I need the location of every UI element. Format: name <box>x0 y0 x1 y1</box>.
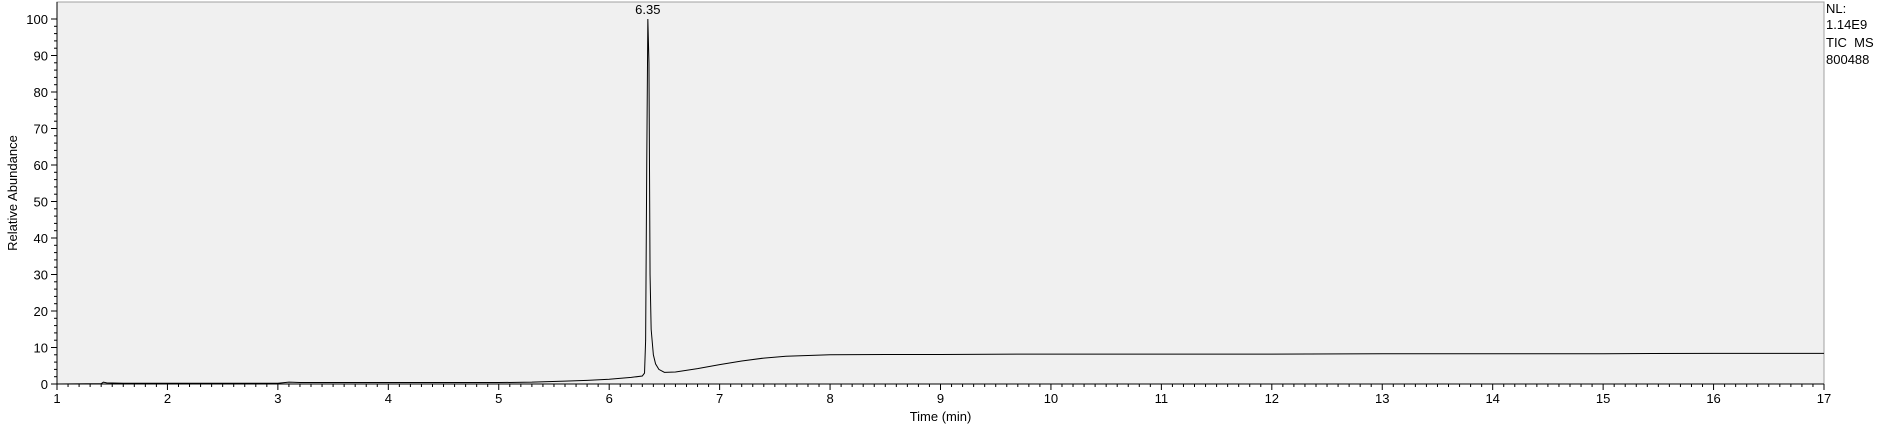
y-tick-label: 10 <box>34 341 48 356</box>
y-tick-label: 20 <box>34 304 48 319</box>
y-tick-label: 100 <box>26 12 48 27</box>
x-tick-label: 17 <box>1817 391 1831 406</box>
x-tick-label: 6 <box>606 391 613 406</box>
sample-id: 800488 <box>1826 52 1869 67</box>
x-tick-label: 3 <box>274 391 281 406</box>
peak-label: 6.35 <box>635 2 660 17</box>
y-axis-ticks: 0 10 20 30 40 50 60 70 80 90 100 <box>26 12 57 392</box>
x-tick-label: 12 <box>1265 391 1279 406</box>
nl-value: 1.14E9 <box>1826 17 1867 32</box>
y-tick-label: 80 <box>34 85 48 100</box>
info-block: NL: 1.14E9 TIC MS 800488 <box>1826 1 1874 67</box>
x-tick-label: 2 <box>164 391 171 406</box>
y-tick-label: 30 <box>34 268 48 283</box>
plot-area <box>56 1 1825 385</box>
y-axis-title: Relative Abundance <box>5 135 20 251</box>
y-tick-label: 50 <box>34 195 48 210</box>
trace-type: TIC MS <box>1826 35 1874 50</box>
x-axis-ticks: 1 2 3 4 5 6 7 8 9 10 11 12 13 14 15 16 17 <box>53 384 1831 406</box>
x-tick-label: 5 <box>495 391 502 406</box>
x-tick-label: 10 <box>1044 391 1058 406</box>
y-tick-label: 60 <box>34 158 48 173</box>
tic-trace-line <box>56 18 1824 385</box>
x-tick-label: 9 <box>937 391 944 406</box>
y-tick-label: 40 <box>34 231 48 246</box>
x-tick-label: 7 <box>716 391 723 406</box>
x-tick-label: 13 <box>1375 391 1389 406</box>
x-tick-label: 16 <box>1706 391 1720 406</box>
x-tick-label: 14 <box>1485 391 1499 406</box>
nl-label: NL: <box>1826 1 1846 16</box>
y-tick-label: 0 <box>41 377 48 392</box>
x-tick-label: 1 <box>53 391 60 406</box>
y-tick-label: 70 <box>34 122 48 137</box>
x-tick-label: 15 <box>1596 391 1610 406</box>
x-tick-label: 11 <box>1155 391 1169 406</box>
x-tick-label: 4 <box>385 391 392 406</box>
x-axis-title: Time (min) <box>910 409 972 424</box>
y-tick-label: 90 <box>34 49 48 64</box>
x-tick-label: 8 <box>826 391 833 406</box>
